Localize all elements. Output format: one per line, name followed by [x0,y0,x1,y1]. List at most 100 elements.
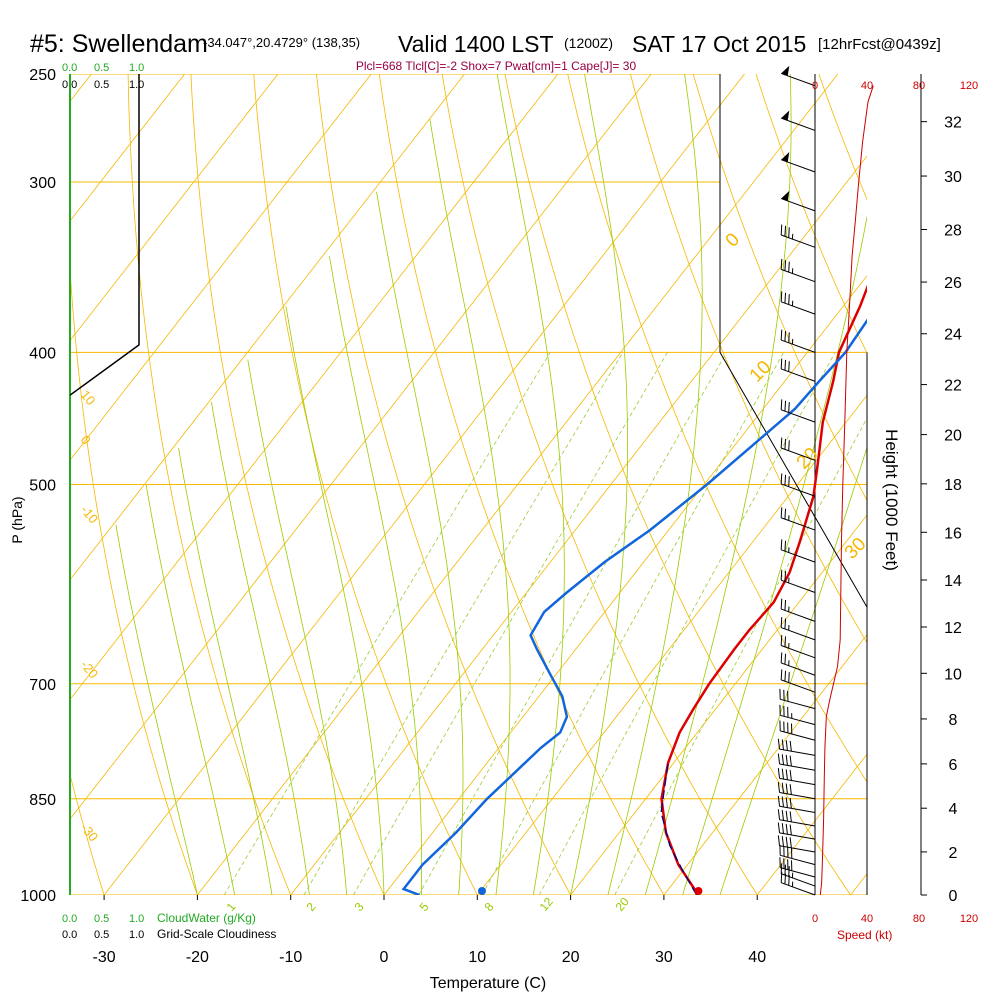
wind-barb-staff [779,819,816,827]
wind-barb-staff [781,873,816,887]
isotherm [70,74,279,342]
height-tick-label: 12 [944,620,962,637]
wind-barb-flag [781,810,784,821]
dry-adiabat [190,74,385,895]
mixing-ratio-line [481,352,785,895]
dry-adiabat [253,74,478,895]
moist-adiabat [644,74,792,895]
wind-barb-flag [785,823,788,835]
height-tick-label: 16 [944,525,962,542]
isotherm-label: -10 [78,502,102,526]
wind-barb-flag [784,508,787,520]
surface-dewpoint-dot [477,887,486,895]
wind-barb-flag [781,823,784,834]
isotherm-label: -20 [78,657,102,681]
wind-barb-staff [781,549,816,563]
dry-adiabat [567,74,867,783]
height-tick-label: 18 [944,477,962,494]
forecast-info: [12hrFcst@0439z] [818,36,941,53]
wind-barb-flag [788,361,790,372]
mixing-ratio-label: 8 [482,900,497,914]
wind-barb-staff [781,447,816,461]
wind-barb-pennant [781,190,790,201]
wind-barb-staff [781,339,816,353]
speed-tick-top: 120 [960,80,978,92]
wind-barb-flag [784,599,787,611]
wind-barb-flag [789,797,792,809]
wind-barb-flag [780,569,783,581]
wind-barb-flag [784,618,787,629]
height-tick-label: 0 [949,888,958,905]
height-tick-label: 24 [944,327,962,344]
wind-barb-flag [784,653,787,665]
frame-right-lower [719,352,868,895]
dry-adiabat [70,772,105,895]
dry-adiabat [504,74,851,895]
wind-barb-flag [789,755,792,767]
cloudiness-scale-top-1: 1.0 [129,79,144,91]
pressure-tick-label: 500 [29,478,56,495]
wind-barb-staff [781,517,816,531]
speed-tick-bottom: 40 [861,913,873,925]
wind-barb-staff [781,409,816,423]
wind-barb-flag [780,507,783,518]
wind-barb-flag [781,739,784,750]
wind-barb-flag [789,740,792,752]
parcel-profile [660,762,698,895]
moist-adiabat [178,447,273,895]
wind-barb-flag [781,836,784,847]
wind-barb-staff [780,730,816,741]
speed-tick-top: 40 [861,80,873,92]
cloudiness-scale-1: 1.0 [129,929,144,941]
dewpoint-profile [401,318,867,895]
wind-barb-flag [777,738,781,750]
wind-barb-flag [780,598,783,610]
moist-adiabat [682,214,867,895]
isotherm-label: -30 [78,820,102,844]
sounding-profiles [70,74,867,895]
stability-params: Plcl=668 Tlcl[C]=-2 Shox=7 Pwat[cm]=1 Ca… [356,59,637,73]
wind-barb-flag [789,824,792,836]
wind-barb-flag [788,261,790,273]
x-tick-label: -20 [186,949,209,966]
isotherm [850,873,867,895]
wind-barb-flag [780,539,783,550]
dry-adiabat [316,74,571,895]
isotherm-label: 0 [78,432,94,447]
wind-barb-flag [784,670,787,682]
valid-time: Valid 1400 LST [398,31,554,57]
wind-barb-flag [788,227,790,238]
wind-barb-flag [784,438,787,450]
x-tick-label: 0 [380,949,389,966]
wind-barb-staff [779,805,816,814]
isotherm [756,753,867,895]
wind-barb-flag [780,399,783,410]
wind-barb-flag [780,669,783,680]
station-coords: -34.047°,20.4729° (138,35) [203,35,360,50]
wind-barb-staff [779,763,816,771]
wind-barb-flag [784,571,787,582]
wind-barb-flag [784,400,787,412]
wind-barb-flag [780,329,783,341]
pressure-tick-label: 250 [29,67,56,84]
wind-barb-flag [785,797,788,808]
x-tick-label: -30 [93,949,116,966]
wind-barb-flag [785,769,788,780]
wind-barb-pennant [781,65,790,76]
cloud-water-scale-top-1: 1.0 [129,62,144,74]
y-axis-title: P (hPa) [9,496,25,543]
height-tick-label: 8 [949,712,958,729]
speed-axis-title: Speed (kt) [837,928,892,942]
wind-barb-staff [780,698,816,710]
wind-barb-flag [780,863,783,874]
height-tick-label: 20 [944,428,962,445]
wind-barb-staff [781,483,816,497]
height-tick-label: 4 [949,801,958,818]
dry-adiabat [441,74,758,895]
wind-barb-staff [779,832,816,840]
valid-date: SAT 17 Oct 2015 [632,31,806,57]
cloudiness-profile [70,74,140,396]
isotherm [70,74,372,461]
